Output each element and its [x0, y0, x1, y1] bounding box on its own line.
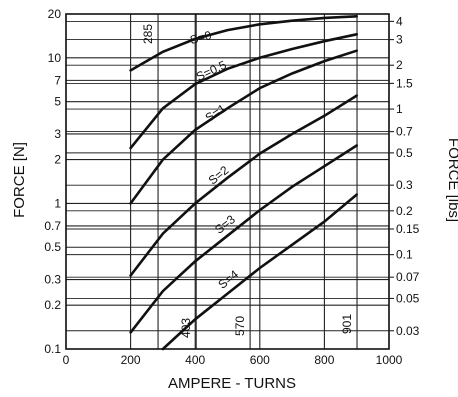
plot-frame: [65, 13, 390, 350]
y2-tick-label: 0.07: [396, 270, 420, 284]
x-tick-label: 400: [185, 353, 205, 367]
y2-tick-label: 1.5: [396, 76, 413, 90]
y-axis-label: FORCE [N]: [11, 142, 28, 218]
reference-line-label: 901: [340, 314, 354, 334]
x-tick-label: 200: [121, 353, 141, 367]
x-tick-labels: 0 200 400 600 800 1000: [63, 353, 403, 367]
y-tick-label: 0.3: [44, 273, 61, 287]
y-tick-label: 3: [54, 127, 61, 141]
y2-tick-label: 0.03: [396, 324, 420, 338]
y2-tick-label: 3: [396, 33, 403, 47]
y2-tick-label: 0.5: [396, 146, 413, 160]
reference-lines: [157, 14, 358, 349]
x-axis-label: AMPERE - TURNS: [168, 375, 296, 392]
y-tick-label: 7: [54, 73, 61, 87]
y-tick-label: 0.7: [44, 219, 61, 233]
x-tick-label: 600: [250, 353, 270, 367]
series-curve: [129, 94, 358, 277]
series-label: S=0: [188, 28, 213, 47]
x-tick-label: 800: [314, 353, 334, 367]
reference-line-label: 570: [233, 316, 247, 336]
y-tick-label: 0.1: [44, 342, 61, 356]
y-tick-label: 0.5: [44, 240, 61, 254]
series-curve: [129, 49, 358, 205]
reference-line-label: 403: [179, 318, 193, 338]
curves: [129, 15, 358, 351]
series-curve: [129, 15, 358, 72]
series-curve: [129, 33, 358, 150]
reference-line-labels: 285 403 570 901: [141, 24, 354, 338]
y-tick-label: 2: [54, 153, 61, 167]
y2-axis-label: FORCE [lbs]: [445, 138, 458, 222]
y2-tick-label: 0.2: [396, 204, 413, 218]
grid: [65, 13, 390, 350]
y2-tick-labels: 4 3 2 1.5 1 0.7 0.5 0.3 0.2 0.15 0.1 0.07 0.05 0.03: [389, 14, 420, 338]
y2-tick-label: 0.05: [396, 291, 420, 305]
y2-tick-label: 4: [396, 14, 403, 28]
y-tick-labels: 20 10 7 5 3 2 1 0.7 0.5 0.3 0.2 0.1: [44, 7, 61, 356]
y2-tick-label: 0.7: [396, 125, 413, 139]
y2-tick-label: 0.1: [396, 248, 413, 262]
y2-tick-label: 0.15: [396, 222, 420, 236]
x-tick-label: 0: [63, 353, 70, 367]
y-tick-label: 0.2: [44, 298, 61, 312]
y-tick-label: 5: [54, 95, 61, 109]
series-curve: [129, 144, 358, 334]
x-tick-label: 1000: [376, 353, 403, 367]
y2-tick-label: 1: [396, 102, 403, 116]
series-curve: [161, 193, 358, 351]
series-label: S=3: [212, 212, 238, 237]
y-tick-label: 10: [48, 51, 62, 65]
series-label: S=2: [206, 163, 232, 188]
series-label: S=4: [215, 267, 241, 292]
y-tick-label: 1: [54, 196, 61, 210]
reference-line-label: 285: [141, 24, 155, 44]
y2-tick-label: 0.3: [396, 178, 413, 192]
y2-tick-label: 2: [396, 58, 403, 72]
y-tick-label: 20: [48, 7, 62, 21]
